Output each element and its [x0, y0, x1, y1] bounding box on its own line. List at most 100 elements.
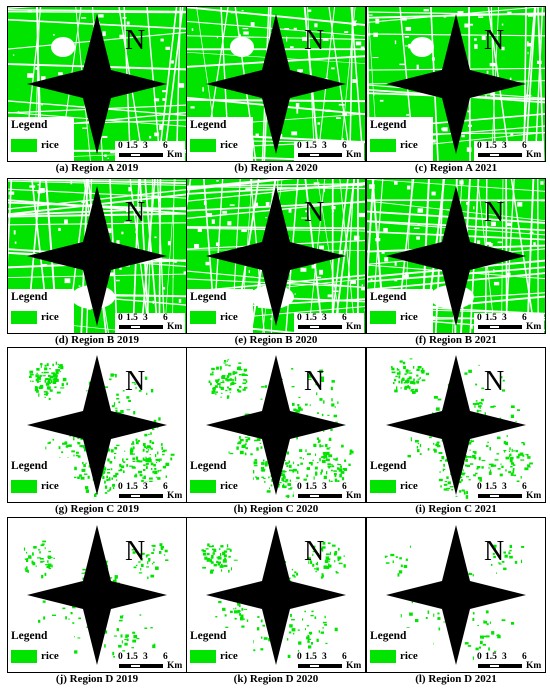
scale-tick: 3 — [322, 652, 327, 662]
legend-title: Legend — [11, 119, 47, 131]
scale-tick: 0 — [477, 482, 482, 492]
legend-swatch-rice — [370, 311, 396, 324]
scale-tick: 1.5 — [485, 482, 497, 492]
panel-caption: (f) Region B 2021 — [366, 334, 546, 346]
legend-title: Legend — [190, 291, 226, 303]
legend-swatch-rice — [370, 139, 396, 152]
scale-bar-graphic — [478, 153, 522, 157]
panel-caption: (a) Region A 2019 — [7, 162, 187, 174]
legend-swatch-rice — [11, 650, 37, 663]
north-label: N — [484, 197, 504, 228]
scale-bar-graphic — [119, 664, 163, 668]
scale-unit: Km — [526, 491, 541, 501]
north-label: N — [484, 25, 504, 56]
scale-unit: Km — [526, 150, 541, 160]
legend-label-rice: rice — [41, 480, 59, 492]
scale-tick: 1.5 — [305, 313, 317, 323]
scale-tick: 0 — [118, 313, 123, 323]
legend-title: Legend — [370, 291, 406, 303]
legend-title: Legend — [370, 630, 406, 642]
legend-swatch-rice — [370, 480, 396, 493]
scale-tick: 3 — [322, 482, 327, 492]
scale-unit: Km — [167, 322, 182, 332]
scale-tick: 0 — [477, 141, 482, 151]
legend-title: Legend — [190, 630, 226, 642]
scale-tick: 3 — [502, 482, 507, 492]
scale-bar-graphic — [298, 664, 342, 668]
legend-label-rice: rice — [41, 650, 59, 662]
legend-swatch-rice — [190, 311, 216, 324]
panel-caption: (e) Region B 2020 — [186, 334, 366, 346]
scale-unit: Km — [526, 322, 541, 332]
scale-tick: 3 — [502, 313, 507, 323]
scale-tick: 0 — [297, 313, 302, 323]
legend-swatch-rice — [370, 650, 396, 663]
legend-label-rice: rice — [41, 311, 59, 323]
panel-caption: (h) Region C 2020 — [186, 503, 366, 515]
scale-unit: Km — [167, 150, 182, 160]
scale-bar-graphic — [119, 494, 163, 498]
legend-label-rice: rice — [400, 480, 418, 492]
legend-label-rice: rice — [400, 650, 418, 662]
north-label: N — [125, 366, 145, 397]
legend: Legend rice — [8, 458, 74, 502]
scale-unit: Km — [346, 491, 361, 501]
legend-swatch-rice — [11, 311, 37, 324]
scale-tick: 1.5 — [126, 313, 138, 323]
scale-bar-graphic — [478, 325, 522, 329]
panel-caption: (b) Region A 2020 — [186, 162, 366, 174]
legend: Legend rice — [187, 289, 253, 333]
legend-swatch-rice — [190, 139, 216, 152]
scale-tick: 3 — [322, 313, 327, 323]
north-label: N — [484, 366, 504, 397]
scale-tick: 0 — [118, 141, 123, 151]
scale-tick: 0 — [297, 141, 302, 151]
panel-caption: (i) Region C 2021 — [366, 503, 546, 515]
north-label: N — [304, 25, 324, 56]
legend-swatch-rice — [11, 139, 37, 152]
scale-tick: 1.5 — [126, 141, 138, 151]
legend-title: Legend — [11, 460, 47, 472]
panel-caption: (j) Region D 2019 — [7, 673, 187, 685]
legend-swatch-rice — [190, 650, 216, 663]
legend-title: Legend — [190, 119, 226, 131]
scale-unit: Km — [346, 661, 361, 671]
panel-caption: (l) Region D 2021 — [366, 673, 546, 685]
north-label: N — [125, 197, 145, 228]
legend-label-rice: rice — [220, 311, 238, 323]
panel-caption: (g) Region C 2019 — [7, 503, 187, 515]
scale-tick: 1.5 — [485, 652, 497, 662]
scale-tick: 1.5 — [305, 482, 317, 492]
scale-unit: Km — [346, 150, 361, 160]
scale-tick: 0 — [118, 652, 123, 662]
scale-unit: Km — [346, 322, 361, 332]
